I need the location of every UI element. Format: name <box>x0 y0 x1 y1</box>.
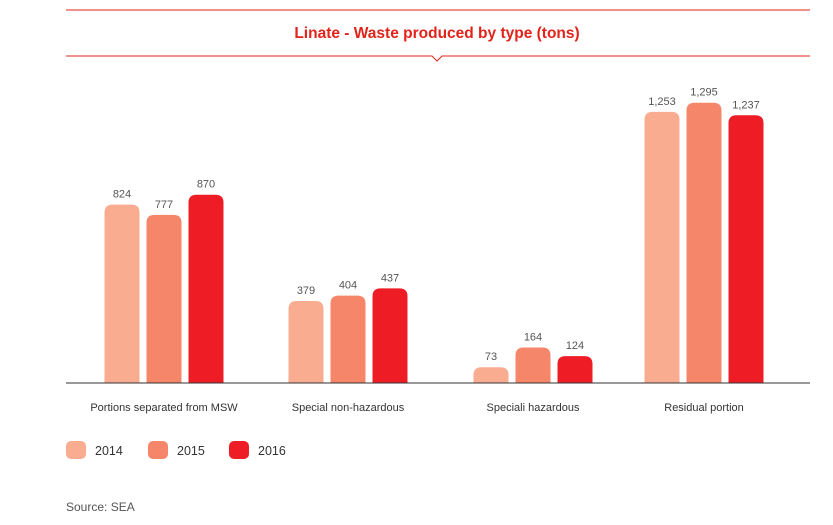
bar-2015-3 <box>515 347 551 383</box>
legend-label-2016: 2016 <box>258 444 286 458</box>
legend-label-2015: 2015 <box>177 444 205 458</box>
bar-2016-4 <box>728 115 764 383</box>
value-label-2014-4: 1,253 <box>648 96 676 108</box>
bars-group <box>104 102 764 384</box>
source-note: Source: SEA <box>66 500 135 514</box>
category-labels-group: Portions separated from MSW Special non-h… <box>90 402 743 414</box>
legend-swatch-2016 <box>229 441 249 459</box>
legend-swatch-2014 <box>66 441 86 459</box>
value-label-2015-3: 164 <box>524 332 542 344</box>
bar-2015-4 <box>686 102 722 384</box>
value-label-2016-2: 437 <box>381 272 399 284</box>
bar-2014-3 <box>473 367 509 383</box>
value-label-2016-1: 870 <box>197 179 215 191</box>
chart-title: Linate - Waste produced by type (tons) <box>294 25 579 42</box>
title-bottom-rule <box>66 55 810 62</box>
value-label-2014-2: 379 <box>297 285 315 297</box>
value-label-2015-4: 1,295 <box>690 87 718 99</box>
category-label-1: Portions separated from MSW <box>90 402 238 414</box>
legend: 2014 2015 2016 <box>66 441 286 459</box>
value-labels-group: 824 777 870 379 404 437 73 164 124 1,253 1,295 1,23… <box>113 87 760 363</box>
category-label-3: Speciali hazardous <box>487 402 580 414</box>
bar-2014-4 <box>644 111 680 383</box>
value-label-2016-4: 1,237 <box>732 99 760 111</box>
category-label-4: Residual portion <box>664 402 744 414</box>
bar-2016-3 <box>557 356 593 383</box>
bar-2016-1 <box>188 194 224 383</box>
legend-swatch-2015 <box>148 441 168 459</box>
bar-2014-2 <box>288 300 324 383</box>
legend-label-2014: 2014 <box>95 444 123 458</box>
bar-2014-1 <box>104 204 140 383</box>
category-label-2: Special non-hazardous <box>292 402 405 414</box>
value-label-2014-3: 73 <box>485 351 497 363</box>
bar-2016-2 <box>372 288 408 383</box>
bar-2015-1 <box>146 214 182 383</box>
value-label-2015-1: 777 <box>155 199 173 211</box>
value-label-2015-2: 404 <box>339 280 357 292</box>
value-label-2014-1: 824 <box>113 189 131 201</box>
bar-2015-2 <box>330 295 366 383</box>
value-label-2016-3: 124 <box>566 340 584 352</box>
